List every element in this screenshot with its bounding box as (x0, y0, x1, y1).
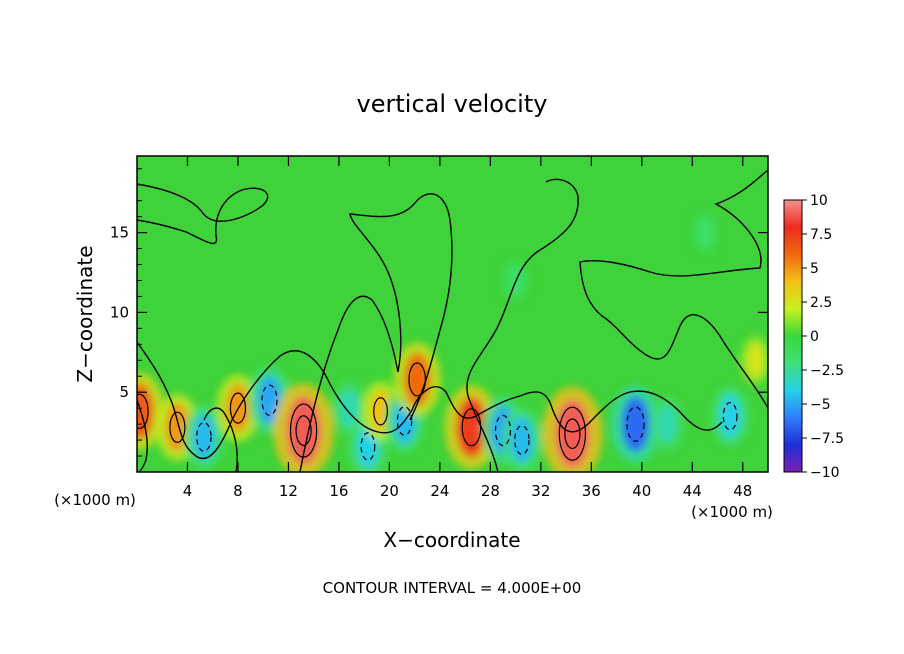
negative-contour (396, 406, 413, 436)
field-feature (657, 404, 677, 444)
negative-contour (360, 432, 376, 461)
positive-contour (558, 406, 587, 461)
colorbar-gradient (783, 199, 803, 473)
positive-contour (373, 397, 388, 426)
zero-contours (137, 169, 768, 472)
positive-contour (229, 392, 247, 424)
negative-contour (722, 401, 738, 431)
field-feature (746, 342, 765, 379)
colorbar-tick-label: 5 (810, 261, 819, 277)
zero-contour-center-right (466, 178, 579, 472)
positive-contour (408, 362, 426, 397)
field-feature (719, 394, 741, 438)
chart-title: vertical velocity (357, 90, 548, 118)
colorbar-tick-label: −5 (810, 397, 831, 413)
zero-contour-right (579, 169, 768, 409)
field-feature (510, 417, 534, 463)
field-feature (137, 383, 154, 439)
negative-contour (196, 421, 212, 452)
x-tick-label: 24 (430, 482, 449, 500)
y-tick-label: 5 (119, 383, 129, 401)
colorbar-tick-label: 7.5 (810, 227, 832, 243)
positive-contour (137, 393, 149, 430)
x-tick-label: 16 (329, 482, 348, 500)
positive-contour (461, 408, 482, 447)
positive-contour (295, 415, 312, 446)
y-axis-label: Z−coordinate (73, 245, 97, 382)
field-feature (697, 217, 713, 249)
colorbar: 10 7.5 5 2.5 0 −2.5 −5 −7.5 −10 (783, 193, 844, 481)
zero-contour-lower (137, 341, 723, 459)
x-tick-label: 12 (279, 482, 298, 500)
field-feature (555, 400, 590, 468)
x-tick-label: 44 (683, 482, 702, 500)
colorbar-ticks: 10 7.5 5 2.5 0 −2.5 −5 −7.5 −10 (802, 193, 844, 481)
y-axis-ticks: 5 10 15 (110, 168, 768, 457)
field-feature (621, 396, 650, 452)
colorbar-tick-label: −10 (810, 465, 840, 481)
x-axis-ticks: 4 8 12 16 20 24 28 32 36 40 44 48 (183, 156, 752, 500)
field-feature (257, 376, 282, 425)
colorbar-tick-label: 2.5 (810, 295, 832, 311)
x-unit-left: (×1000 m) (54, 491, 136, 509)
negative-contour (494, 414, 512, 447)
x-tick-label: 4 (183, 482, 193, 500)
colorbar-tick-label: −2.5 (810, 363, 844, 379)
x-tick-label: 20 (380, 482, 399, 500)
zero-contour-lower-3 (203, 407, 238, 472)
colorbar-tick-label: 0 (810, 329, 819, 345)
positive-contour (564, 418, 581, 450)
y-tick-label: 15 (110, 224, 129, 242)
x-tick-label: 8 (233, 482, 243, 500)
x-unit-right: (×1000 m) (691, 503, 773, 521)
x-tick-label: 32 (531, 482, 550, 500)
x-tick-label: 40 (632, 482, 651, 500)
field-feature (339, 388, 359, 428)
plot-area (137, 156, 768, 472)
x-tick-label: 48 (733, 482, 752, 500)
negative-contour (261, 384, 278, 416)
zero-contour-upper-left (137, 183, 269, 245)
x-tick-label: 36 (582, 482, 601, 500)
contour-interval-footer: CONTOUR INTERVAL = 4.000E+00 (323, 579, 582, 597)
positive-contour (289, 403, 318, 458)
plot-frame (136, 155, 769, 473)
field-feature (456, 397, 487, 458)
field-feature (192, 414, 216, 460)
zero-contour-cloud-center (299, 193, 453, 472)
negative-contour (514, 425, 530, 455)
x-axis-label: X−coordinate (383, 528, 520, 552)
negative-contour (626, 406, 645, 442)
y-tick-label: 10 (110, 303, 129, 321)
colorbar-tick-label: −7.5 (810, 431, 844, 447)
colorbar-tick-label: 10 (810, 193, 828, 209)
positive-contour (169, 411, 186, 443)
x-tick-label: 28 (481, 482, 500, 500)
